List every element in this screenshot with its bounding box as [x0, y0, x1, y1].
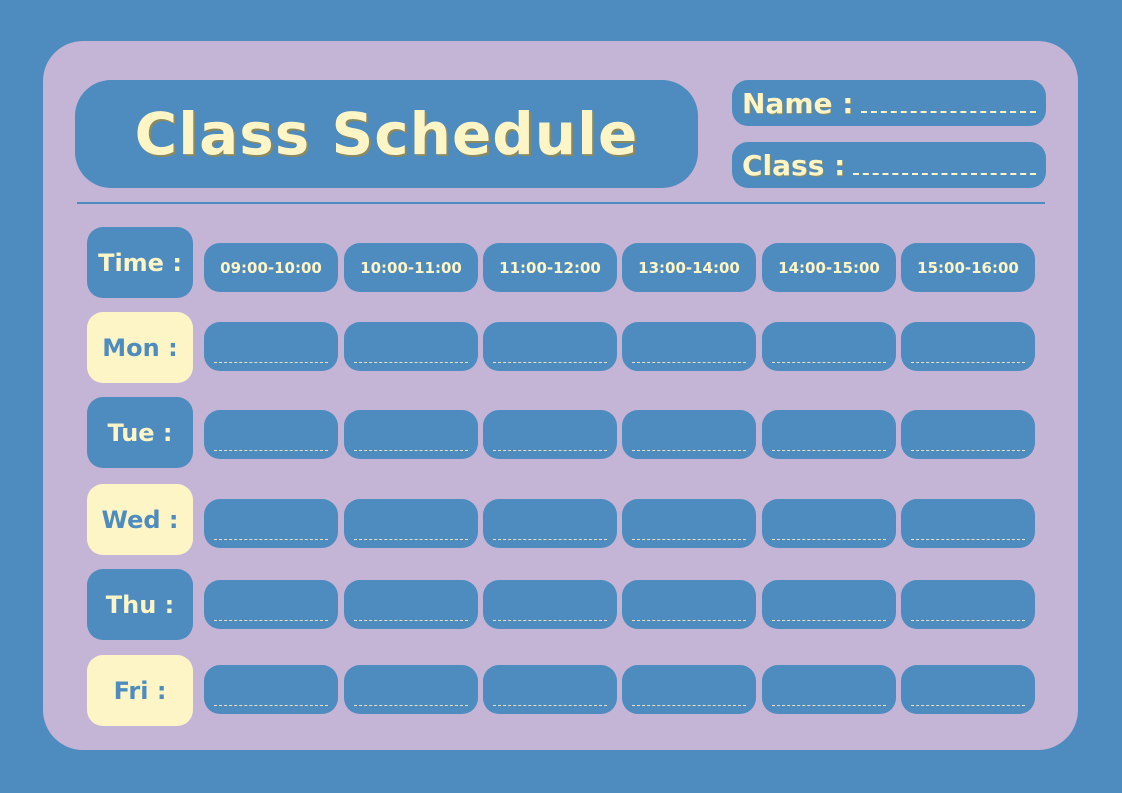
schedule-cell[interactable]	[483, 580, 617, 629]
schedule-cell[interactable]	[344, 665, 478, 714]
schedule-cell[interactable]	[901, 665, 1035, 714]
schedule-cell[interactable]	[762, 665, 896, 714]
time-label: Time :	[87, 227, 193, 298]
cell-writing-line	[772, 620, 886, 621]
cell-writing-line	[214, 362, 328, 363]
schedule-cell[interactable]	[344, 580, 478, 629]
time-slot-header: 11:00-12:00	[483, 243, 617, 292]
divider	[77, 202, 1045, 204]
cell-writing-line	[632, 450, 746, 451]
schedule-cell[interactable]	[483, 322, 617, 371]
schedule-cell[interactable]	[204, 665, 338, 714]
class-input-line[interactable]	[853, 173, 1036, 175]
day-label: Mon :	[87, 312, 193, 383]
cell-writing-line	[214, 539, 328, 540]
day-label: Thu :	[87, 569, 193, 640]
cell-writing-line	[911, 450, 1025, 451]
name-input-line[interactable]	[861, 111, 1036, 113]
cell-writing-line	[493, 362, 607, 363]
cell-writing-line	[493, 450, 607, 451]
schedule-cell[interactable]	[901, 580, 1035, 629]
schedule-cell[interactable]	[622, 499, 756, 548]
schedule-cell[interactable]	[622, 410, 756, 459]
schedule-cell[interactable]	[483, 410, 617, 459]
cell-writing-line	[632, 362, 746, 363]
schedule-cell[interactable]	[901, 410, 1035, 459]
cell-writing-line	[214, 705, 328, 706]
class-label: Class :	[742, 148, 846, 182]
cell-writing-line	[354, 450, 468, 451]
time-slot-header: 09:00-10:00	[204, 243, 338, 292]
title-banner: Class Schedule	[75, 80, 698, 188]
schedule-cell[interactable]	[204, 580, 338, 629]
cell-writing-line	[493, 620, 607, 621]
day-label: Wed :	[87, 484, 193, 555]
cell-writing-line	[911, 539, 1025, 540]
time-slot-header: 14:00-15:00	[762, 243, 896, 292]
cell-writing-line	[772, 362, 886, 363]
schedule-cell[interactable]	[622, 580, 756, 629]
cell-writing-line	[354, 620, 468, 621]
schedule-cell[interactable]	[344, 322, 478, 371]
schedule-cell[interactable]	[622, 665, 756, 714]
schedule-cell[interactable]	[204, 322, 338, 371]
day-label: Tue :	[87, 397, 193, 468]
class-field[interactable]: Class :	[732, 142, 1046, 188]
time-slot-header: 15:00-16:00	[901, 243, 1035, 292]
cell-writing-line	[911, 362, 1025, 363]
name-field[interactable]: Name :	[732, 80, 1046, 126]
cell-writing-line	[354, 705, 468, 706]
schedule-cell[interactable]	[762, 410, 896, 459]
cell-writing-line	[772, 705, 886, 706]
schedule-cell[interactable]	[204, 410, 338, 459]
cell-writing-line	[911, 705, 1025, 706]
schedule-cell[interactable]	[762, 580, 896, 629]
day-label: Fri :	[87, 655, 193, 726]
cell-writing-line	[911, 620, 1025, 621]
time-slot-header: 13:00-14:00	[622, 243, 756, 292]
schedule-cell[interactable]	[901, 322, 1035, 371]
cell-writing-line	[493, 705, 607, 706]
cell-writing-line	[632, 539, 746, 540]
schedule-cell[interactable]	[622, 322, 756, 371]
page-title: Class Schedule	[134, 100, 639, 168]
cell-writing-line	[214, 620, 328, 621]
schedule-cell[interactable]	[762, 322, 896, 371]
cell-writing-line	[772, 450, 886, 451]
name-label: Name :	[742, 86, 854, 120]
schedule-cell[interactable]	[204, 499, 338, 548]
schedule-cell[interactable]	[344, 499, 478, 548]
cell-writing-line	[493, 539, 607, 540]
schedule-cell[interactable]	[483, 665, 617, 714]
time-slot-header: 10:00-11:00	[344, 243, 478, 292]
schedule-cell[interactable]	[483, 499, 617, 548]
schedule-cell[interactable]	[762, 499, 896, 548]
schedule-cell[interactable]	[344, 410, 478, 459]
cell-writing-line	[772, 539, 886, 540]
schedule-cell[interactable]	[901, 499, 1035, 548]
cell-writing-line	[632, 705, 746, 706]
cell-writing-line	[214, 450, 328, 451]
cell-writing-line	[632, 620, 746, 621]
cell-writing-line	[354, 539, 468, 540]
cell-writing-line	[354, 362, 468, 363]
